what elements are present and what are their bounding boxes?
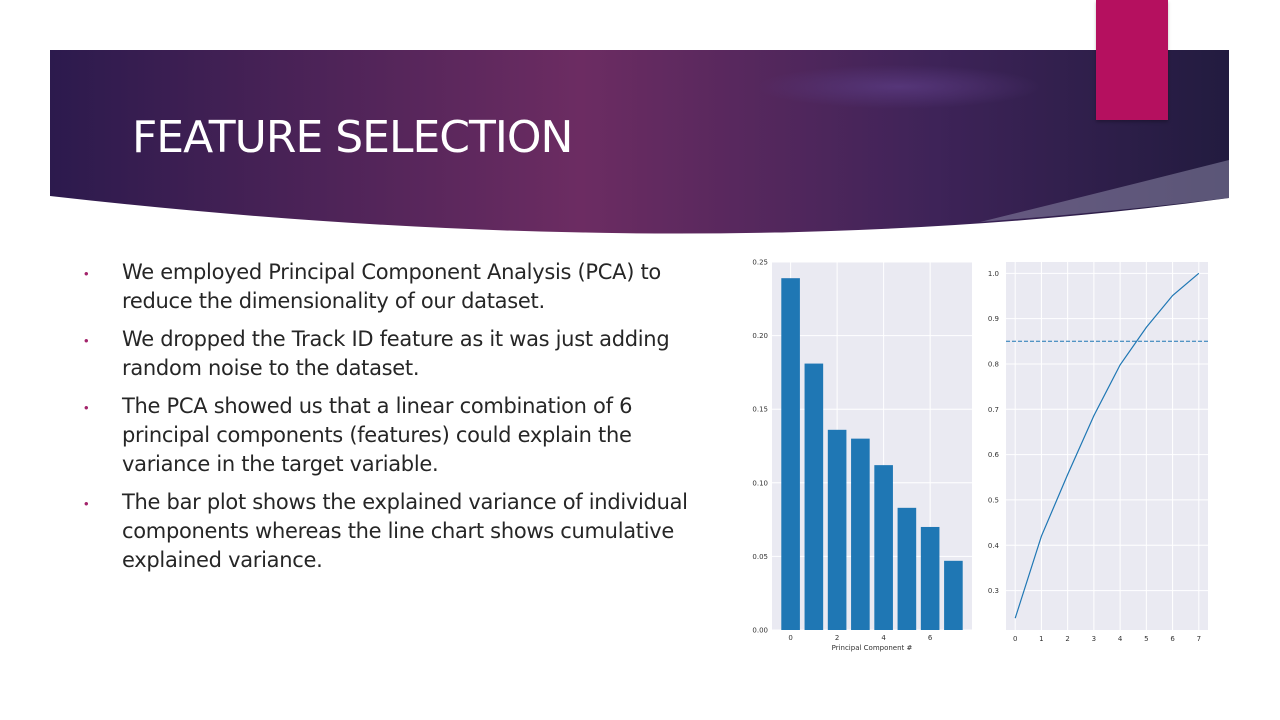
explained-variance-bar-chart: 0.00 0.05 0.10 0.15 0.20 0.25 0 2 4 6 Principal Co… bbox=[752, 259, 972, 652]
y-tick-label: 0.00 bbox=[752, 627, 768, 635]
bullet-marker: • bbox=[84, 333, 89, 348]
bar bbox=[851, 438, 870, 630]
bar bbox=[874, 465, 893, 630]
y-tick-label: 0.7 bbox=[988, 406, 999, 414]
y-tick-label: 0.15 bbox=[752, 406, 768, 414]
y-tick-label: 0.05 bbox=[752, 553, 768, 561]
y-tick-label: 0.25 bbox=[752, 259, 768, 267]
cumulative-variance-line bbox=[1014, 272, 1200, 619]
bar bbox=[781, 278, 800, 630]
y-tick-label: 0.6 bbox=[988, 451, 1000, 459]
x-tick-label: 6 bbox=[928, 634, 933, 642]
bullet-item: • We dropped the Track ID feature as it … bbox=[84, 325, 724, 383]
bullet-list: • We employed Principal Component Analys… bbox=[84, 258, 724, 584]
bullet-item: • The bar plot shows the explained varia… bbox=[84, 488, 724, 575]
x-tick-label: 2 bbox=[835, 634, 839, 642]
bullet-marker: • bbox=[84, 496, 89, 511]
cumulative-variance-line-chart: 0.3 0.4 0.5 0.6 0.7 0.8 0.9 1.0 0 1 2 3 4 5 6 7 bbox=[988, 262, 1208, 643]
bullet-marker: • bbox=[84, 266, 89, 281]
x-tick-label: 7 bbox=[1197, 635, 1201, 643]
x-tick-label: 1 bbox=[1039, 635, 1043, 643]
y-tick-label: 0.8 bbox=[988, 360, 999, 368]
x-tick-label: 4 bbox=[881, 634, 886, 642]
bullet-text: The bar plot shows the explained varianc… bbox=[122, 490, 688, 572]
bullet-text: We employed Principal Component Analysis… bbox=[122, 260, 661, 313]
y-tick-label: 1.0 bbox=[988, 270, 999, 278]
x-tick-label: 0 bbox=[1013, 635, 1017, 643]
y-tick-label: 0.10 bbox=[752, 479, 768, 487]
bar bbox=[897, 507, 917, 630]
y-tick-label: 0.3 bbox=[988, 587, 999, 595]
x-tick-label: 5 bbox=[1144, 635, 1148, 643]
bar bbox=[804, 363, 824, 630]
y-tick-label: 0.9 bbox=[988, 315, 999, 323]
bullet-item: • We employed Principal Component Analys… bbox=[84, 258, 724, 316]
slide-title: FEATURE SELECTION bbox=[132, 112, 573, 163]
bar bbox=[920, 526, 940, 630]
bar bbox=[827, 429, 847, 630]
header-band-glow bbox=[50, 50, 1229, 234]
accent-block bbox=[1096, 0, 1168, 120]
bar bbox=[944, 560, 963, 630]
x-tick-label: 4 bbox=[1118, 635, 1123, 643]
y-tick-label: 0.4 bbox=[988, 542, 1000, 550]
header-band-sheen bbox=[980, 160, 1229, 222]
bullet-text: We dropped the Track ID feature as it wa… bbox=[122, 327, 670, 380]
bullet-text: The PCA showed us that a linear combinat… bbox=[122, 394, 633, 476]
x-axis-title: Principal Component # bbox=[832, 644, 913, 652]
y-tick-label: 0.5 bbox=[988, 496, 999, 504]
y-tick-label: 0.20 bbox=[752, 332, 768, 340]
plot-area bbox=[772, 262, 972, 630]
plot-area bbox=[1006, 262, 1208, 630]
x-tick-label: 2 bbox=[1065, 635, 1069, 643]
bullet-marker: • bbox=[84, 400, 89, 415]
x-tick-label: 6 bbox=[1170, 635, 1175, 643]
x-tick-label: 3 bbox=[1092, 635, 1096, 643]
x-tick-label: 0 bbox=[788, 634, 792, 642]
header-band bbox=[50, 50, 1229, 234]
bullet-item: • The PCA showed us that a linear combin… bbox=[84, 392, 724, 479]
